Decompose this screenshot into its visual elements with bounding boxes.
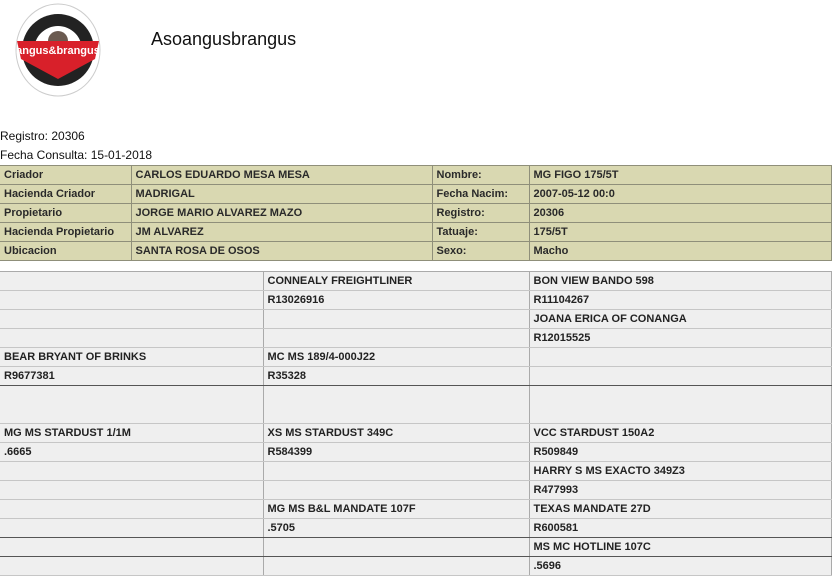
pedigree-row: MS MC HOTLINE 107C <box>0 537 832 557</box>
pedigree-cell: R477993 <box>529 480 832 500</box>
pedigree-row: HARRY S MS EXACTO 349Z3 <box>0 461 832 481</box>
info-label: Nombre: <box>432 165 530 185</box>
info-value: 175/5T <box>529 222 832 242</box>
pedigree-cell: R12015525 <box>529 328 832 348</box>
info-row: Criador CARLOS EDUARDO MESA MESA Nombre: MG… <box>0 165 832 185</box>
pedigree-cell: JOANA ERICA OF CONANGA <box>529 309 832 329</box>
info-row: Hacienda Propietario JM ALVAREZ Tatuaje: 17… <box>0 222 832 242</box>
info-label: Hacienda Criador <box>0 184 132 204</box>
pedigree-cell: MG MS STARDUST 1/1M <box>0 423 264 443</box>
pedigree-cell <box>263 556 530 576</box>
info-label: Sexo: <box>432 241 530 261</box>
pedigree-cell <box>0 461 264 481</box>
pedigree-cell <box>0 499 264 519</box>
pedigree-cell: R13026916 <box>263 290 530 310</box>
pedigree-table: CONNEALY FREIGHTLINER BON VIEW BANDO 598 R… <box>0 271 832 576</box>
info-value: SANTA ROSA DE OSOS <box>131 241 433 261</box>
pedigree-cell <box>529 347 832 367</box>
pedigree-cell: R9677381 <box>0 366 264 386</box>
pedigree-cell <box>0 328 264 348</box>
pedigree-row: BEAR BRYANT OF BRINKS MC MS 189/4-000J22 <box>0 347 832 367</box>
pedigree-row: CONNEALY FREIGHTLINER BON VIEW BANDO 598 <box>0 271 832 291</box>
svg-text:angus&brangus: angus&brangus <box>16 45 100 57</box>
info-value: CARLOS EDUARDO MESA MESA <box>131 165 433 185</box>
pedigree-cell <box>529 385 832 424</box>
animal-info-table: Criador CARLOS EDUARDO MESA MESA Nombre: MG… <box>0 165 832 261</box>
info-label: Registro: <box>432 203 530 223</box>
pedigree-row: .6665 R584399 R509849 <box>0 442 832 462</box>
pedigree-cell <box>263 309 530 329</box>
pedigree-cell: .5696 <box>529 556 832 576</box>
pedigree-cell: R509849 <box>529 442 832 462</box>
registro-label: Registro: 20306 <box>0 129 85 143</box>
page-title: Asoangusbrangus <box>151 29 297 49</box>
pedigree-cell: VCC STARDUST 150A2 <box>529 423 832 443</box>
info-label: Tatuaje: <box>432 222 530 242</box>
pedigree-cell <box>0 385 264 424</box>
info-value: MADRIGAL <box>131 184 433 204</box>
pedigree-cell <box>0 556 264 576</box>
pedigree-cell: .5705 <box>263 518 530 538</box>
pedigree-row: MG MS B&L MANDATE 107F TEXAS MANDATE 27D <box>0 499 832 519</box>
info-label: Propietario <box>0 203 132 223</box>
pedigree-row: .5696 <box>0 556 832 576</box>
pedigree-cell: HARRY S MS EXACTO 349Z3 <box>529 461 832 481</box>
info-label: Hacienda Propietario <box>0 222 132 242</box>
info-row: Ubicacion SANTA ROSA DE OSOS Sexo: Macho <box>0 241 832 261</box>
pedigree-cell: MG MS B&L MANDATE 107F <box>263 499 530 519</box>
pedigree-cell: MC MS 189/4-000J22 <box>263 347 530 367</box>
pedigree-cell <box>263 328 530 348</box>
info-label: Ubicacion <box>0 241 132 261</box>
pedigree-cell <box>263 537 530 557</box>
pedigree-cell: XS MS STARDUST 349C <box>263 423 530 443</box>
pedigree-cell: R584399 <box>263 442 530 462</box>
info-value: 20306 <box>529 203 832 223</box>
pedigree-row: R9677381 R35328 <box>0 366 832 386</box>
pedigree-cell <box>0 518 264 538</box>
pedigree-cell <box>263 480 530 500</box>
pedigree-cell <box>0 537 264 557</box>
info-label: Fecha Nacim: <box>432 184 530 204</box>
info-label: Criador <box>0 165 132 185</box>
pedigree-cell: MS MC HOTLINE 107C <box>529 537 832 557</box>
pedigree-cell <box>0 480 264 500</box>
pedigree-row: JOANA ERICA OF CONANGA <box>0 309 832 329</box>
pedigree-cell: CONNEALY FREIGHTLINER <box>263 271 530 291</box>
info-value: MG FIGO 175/5T <box>529 165 832 185</box>
info-value: 2007-05-12 00:0 <box>529 184 832 204</box>
pedigree-cell: .6665 <box>0 442 264 462</box>
info-value: Macho <box>529 241 832 261</box>
fecha-consulta-label: Fecha Consulta: 15-01-2018 <box>0 148 153 162</box>
pedigree-row: R477993 <box>0 480 832 500</box>
info-value: JORGE MARIO ALVAREZ MAZO <box>131 203 433 223</box>
pedigree-cell <box>263 461 530 481</box>
pedigree-row: R13026916 R11104267 <box>0 290 832 310</box>
pedigree-cell <box>263 385 530 424</box>
pedigree-row <box>0 385 832 424</box>
pedigree-cell: TEXAS MANDATE 27D <box>529 499 832 519</box>
pedigree-cell: R35328 <box>263 366 530 386</box>
pedigree-cell: BEAR BRYANT OF BRINKS <box>0 347 264 367</box>
pedigree-cell: R11104267 <box>529 290 832 310</box>
pedigree-cell: BON VIEW BANDO 598 <box>529 271 832 291</box>
info-row: Propietario JORGE MARIO ALVAREZ MAZO Regis… <box>0 203 832 223</box>
pedigree-row: .5705 R600581 <box>0 518 832 538</box>
association-logo: angus&brangus <box>15 3 101 97</box>
info-value: JM ALVAREZ <box>131 222 433 242</box>
pedigree-cell: R600581 <box>529 518 832 538</box>
pedigree-cell <box>0 309 264 329</box>
pedigree-row: R12015525 <box>0 328 832 348</box>
pedigree-cell <box>0 271 264 291</box>
pedigree-cell <box>0 290 264 310</box>
pedigree-cell <box>529 366 832 386</box>
pedigree-row: MG MS STARDUST 1/1M XS MS STARDUST 349C VC… <box>0 423 832 443</box>
info-row: Hacienda Criador MADRIGAL Fecha Nacim: 2007… <box>0 184 832 204</box>
